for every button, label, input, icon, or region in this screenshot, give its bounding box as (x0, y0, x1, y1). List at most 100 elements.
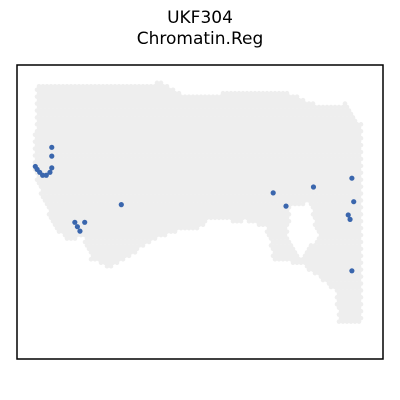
tissue-spot (358, 218, 364, 224)
tissue-spot (140, 90, 146, 96)
tissue-spot (264, 97, 270, 103)
tissue-spot (204, 194, 210, 200)
tissue-spot (106, 246, 112, 252)
tissue-spot (86, 142, 92, 148)
tissue-spot (210, 212, 216, 217)
tissue-spot (340, 201, 346, 207)
tissue-spot (152, 97, 158, 103)
tissue-spot (96, 194, 102, 200)
tissue-spot (86, 101, 92, 106)
tissue-spot (198, 198, 204, 203)
tissue-spot (32, 132, 38, 138)
tissue-spot (64, 90, 70, 96)
tissue-spot (80, 215, 86, 221)
tissue-spot (42, 177, 48, 183)
tissue-spot (166, 115, 172, 120)
tissue-spot (236, 132, 242, 138)
tissue-spot (84, 104, 90, 110)
tissue-spot (226, 115, 232, 120)
tissue-spot (316, 167, 322, 172)
tissue-spot (358, 135, 364, 141)
tissue-spot (102, 191, 108, 196)
tissue-spot (354, 246, 360, 252)
tissue-spot (284, 153, 290, 158)
tissue-spot (230, 142, 236, 148)
tissue-spot (274, 142, 280, 148)
tissue-spot (286, 246, 292, 252)
tissue-spot (94, 212, 100, 217)
tissue-spot (348, 118, 354, 124)
tissue-spot (264, 90, 270, 96)
tissue-spot (68, 84, 74, 89)
tissue-spot (142, 218, 148, 224)
tissue-spot (350, 128, 356, 134)
tissue-spot (130, 177, 136, 183)
tissue-spot (302, 170, 308, 176)
tissue-spot (148, 215, 154, 221)
tissue-spot (50, 128, 56, 134)
tissue-spot (314, 163, 320, 169)
tissue-spot (166, 198, 172, 203)
tissue-spot (218, 205, 224, 210)
tissue-spot (68, 229, 74, 234)
tissue-spot (218, 94, 224, 99)
tissue-spot (350, 295, 356, 300)
tissue-spot (50, 87, 56, 93)
tissue-spot (34, 142, 40, 148)
tissue-spot (350, 281, 356, 286)
tissue-spot (216, 153, 222, 158)
tissue-spot (130, 191, 136, 196)
tissue-spot (84, 243, 90, 248)
tissue-spot (198, 177, 204, 183)
tissue-spot (306, 163, 312, 169)
tissue-spot (184, 173, 190, 179)
tissue-spot (242, 212, 248, 217)
tissue-spot (268, 194, 274, 200)
tissue-spot (60, 180, 66, 186)
tissue-spot (276, 257, 282, 262)
tissue-spot (348, 194, 354, 200)
tissue-spot (328, 277, 334, 283)
tissue-spot (106, 108, 112, 113)
tissue-spot (236, 160, 242, 165)
tissue-spot (88, 187, 94, 193)
tissue-spot (246, 128, 252, 134)
tissue-spot (318, 225, 324, 231)
tissue-spot (212, 132, 218, 138)
tissue-spot (316, 118, 322, 124)
tissue-spot (152, 173, 158, 179)
tissue-spot (44, 160, 50, 165)
tissue-spot (338, 274, 344, 279)
tissue-spot (354, 239, 360, 245)
tissue-spot (250, 184, 256, 189)
tissue-spot (344, 291, 350, 297)
tissue-spot (234, 128, 240, 134)
tissue-spot (340, 146, 346, 151)
tissue-spot (272, 173, 278, 179)
tissue-spot (210, 205, 216, 210)
tissue-spot (302, 198, 308, 203)
tissue-spot (102, 232, 108, 238)
tissue-spot (242, 115, 248, 120)
tissue-spot (152, 160, 158, 165)
tissue-spot (240, 146, 246, 151)
tissue-spot (196, 187, 202, 193)
tissue-spot (38, 191, 44, 196)
tissue-spot (344, 298, 350, 304)
tissue-spot (180, 153, 186, 158)
tissue-spot (208, 104, 214, 110)
tissue-spot (230, 177, 236, 183)
tissue-spot (98, 156, 104, 162)
tissue-spot (204, 187, 210, 193)
tissue-spot (320, 194, 326, 200)
tissue-spot (66, 205, 72, 210)
tissue-spot (354, 128, 360, 134)
tissue-spot (216, 132, 222, 138)
tissue-spot (38, 87, 44, 93)
tissue-spot (244, 180, 250, 186)
tissue-spot (72, 215, 78, 221)
tissue-spot (50, 218, 56, 224)
tissue-spot (64, 229, 70, 234)
tissue-spot (298, 101, 304, 106)
tissue-spot (320, 229, 326, 234)
